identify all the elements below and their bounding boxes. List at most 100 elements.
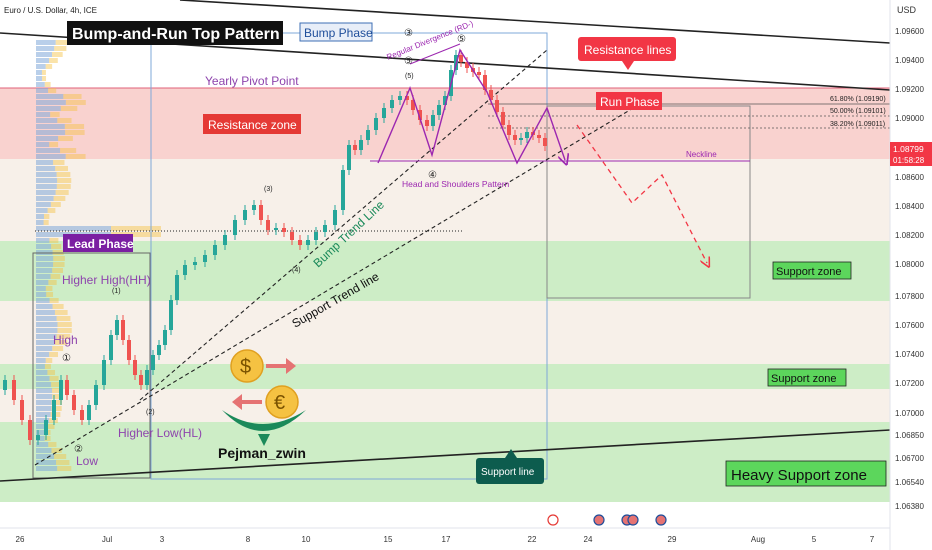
yearly-pivot-label: Yearly Pivot Point	[205, 74, 299, 88]
volume-bar	[49, 238, 59, 243]
svg-text:Run Phase: Run Phase	[600, 95, 660, 109]
volume-bar	[54, 454, 67, 459]
x-tick-label: 29	[668, 535, 677, 544]
volume-bar	[36, 274, 51, 279]
candle-body	[390, 100, 394, 108]
volume-bar	[52, 346, 64, 351]
arrow-right-icon	[266, 358, 296, 374]
y-tick-label: 1.07000	[895, 409, 924, 418]
candle-body	[290, 232, 294, 240]
bump-trend-line	[139, 49, 548, 401]
x-tick-label: 17	[442, 535, 451, 544]
candle-body	[282, 228, 286, 232]
event-icons[interactable]	[547, 514, 667, 526]
volume-bar	[65, 100, 86, 105]
volume-bar	[53, 196, 66, 201]
x-tick-label: Jul	[102, 535, 112, 544]
y-tick-label: 1.07800	[895, 292, 924, 301]
volume-bar	[36, 190, 56, 195]
volume-bar	[43, 220, 49, 225]
candle-body	[28, 420, 32, 440]
candle-body	[495, 100, 499, 112]
volume-bar	[36, 460, 57, 465]
volume-bar	[36, 136, 59, 141]
volume-bar	[36, 64, 46, 69]
volume-bar	[44, 82, 51, 87]
time-axis[interactable]	[0, 528, 932, 550]
current-price-tag: 1.08799 01:58:28	[890, 142, 932, 166]
volume-bar	[55, 166, 69, 171]
y-tick-label: 1.08000	[895, 260, 924, 269]
volume-bar	[36, 424, 48, 429]
volume-bar	[36, 58, 50, 63]
candle-body	[145, 370, 149, 385]
candle-body	[72, 395, 76, 410]
x-tick-label: Aug	[751, 535, 765, 544]
candle-body	[127, 340, 131, 360]
candle-body	[65, 380, 69, 395]
volume-bar	[36, 208, 48, 213]
support-trend-line	[34, 103, 641, 466]
event-flag-icon	[593, 514, 605, 526]
candle-body	[519, 138, 523, 140]
wave-label: (5)	[405, 73, 414, 80]
wave-label: ③	[404, 28, 413, 39]
volume-bar	[36, 310, 55, 315]
volume-bar	[56, 316, 71, 321]
volume-bar	[36, 46, 55, 51]
volume-bar	[46, 292, 54, 297]
candle-body	[233, 220, 237, 235]
volume-bar	[36, 292, 47, 297]
candle-body	[36, 435, 40, 440]
volume-bar	[55, 40, 69, 45]
svg-text:Lead Phase: Lead Phase	[67, 237, 134, 251]
volume-bar	[36, 88, 49, 93]
candle-body	[314, 232, 318, 240]
volume-bar	[36, 214, 45, 219]
resistance-lines-label: Resistance lines	[578, 37, 676, 70]
volume-bar	[36, 316, 57, 321]
candle-body	[87, 405, 91, 420]
volume-bar	[36, 406, 52, 411]
volume-bar	[47, 424, 55, 429]
candle-body	[243, 210, 247, 220]
candle-body	[431, 115, 435, 126]
support-zone-label-2: Support zone	[767, 368, 847, 387]
svg-text:Resistance zone: Resistance zone	[208, 118, 297, 132]
projected-run-path	[576, 124, 707, 263]
volume-bar	[63, 94, 82, 99]
volume-bar	[36, 202, 51, 207]
fib-label-618: 61.80% (1.09190)	[830, 96, 886, 103]
x-tick-label: 15	[384, 535, 393, 544]
volume-bar	[36, 364, 45, 369]
volume-bar	[36, 178, 58, 183]
price-axis[interactable]	[890, 0, 932, 550]
volume-bar	[52, 304, 64, 309]
volume-bar	[36, 160, 54, 165]
heavy-support-zone-label: Heavy Support zone	[725, 460, 887, 487]
wave-label: ⑤	[457, 34, 466, 45]
svg-text:Heavy Support zone: Heavy Support zone	[731, 467, 867, 484]
neutral-band-2	[0, 301, 890, 364]
volume-bar	[36, 256, 54, 261]
volume-bar	[36, 370, 48, 375]
candle-body	[513, 135, 517, 140]
euro-coin-icon	[265, 385, 299, 419]
volume-bar	[36, 262, 54, 267]
candle-body	[151, 355, 155, 370]
volume-bar	[64, 124, 85, 129]
y-tick-label: 1.06850	[895, 431, 924, 440]
volume-bar	[36, 124, 65, 129]
volume-bar	[49, 58, 58, 63]
volume-bar	[51, 448, 62, 453]
wave-label: (4)	[292, 267, 301, 274]
candle-body	[102, 360, 106, 385]
volume-bar	[50, 112, 60, 117]
candle-body	[80, 410, 84, 420]
volume-bar	[111, 232, 161, 237]
candle-body	[341, 170, 345, 210]
candle-body	[203, 255, 207, 262]
candle-body	[507, 125, 511, 135]
neutral-band	[0, 159, 890, 241]
